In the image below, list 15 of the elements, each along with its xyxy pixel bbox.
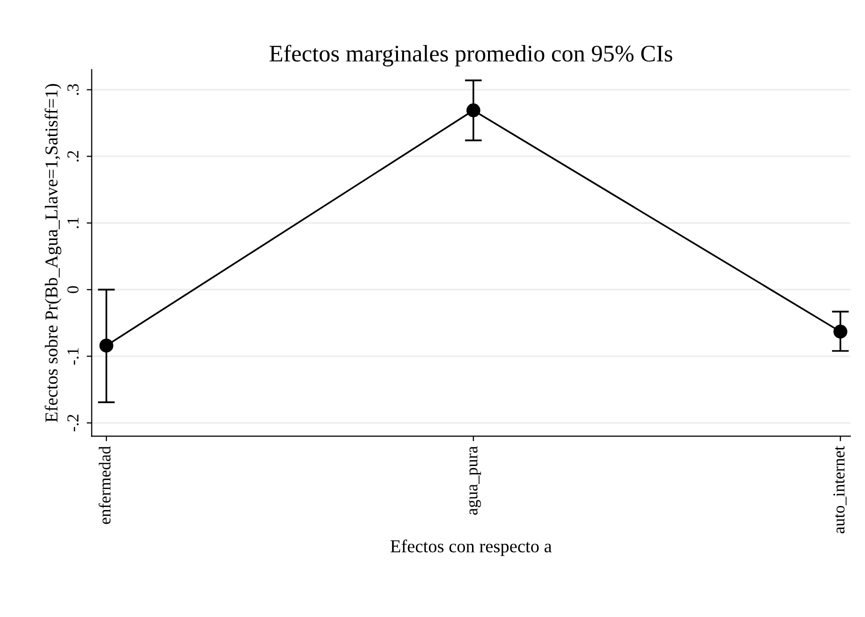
y-axis-title: Efectos sobre Pr(Bb_Agua_Llave=1,Satisff=1) <box>44 84 62 422</box>
y-tick-label: -.1 <box>67 348 79 365</box>
y-tick-label: .3 <box>67 84 79 95</box>
y-tick-label: .1 <box>67 218 79 228</box>
y-tick-label: .2 <box>67 151 79 162</box>
x-tick-label: agua_pura <box>468 446 481 515</box>
x-axis-title: Efectos con respecto a <box>390 540 552 556</box>
point <box>466 103 480 118</box>
y-tick-label: -.2 <box>67 414 79 432</box>
y-tick-label: 0 <box>67 286 79 294</box>
point <box>833 324 848 339</box>
x-tick-label: enfermedad <box>98 446 111 524</box>
x-tick-label: auto_internet <box>833 446 847 534</box>
point <box>99 338 114 353</box>
chart-title: Efectos marginales promedio con 95% CIs <box>270 44 672 66</box>
